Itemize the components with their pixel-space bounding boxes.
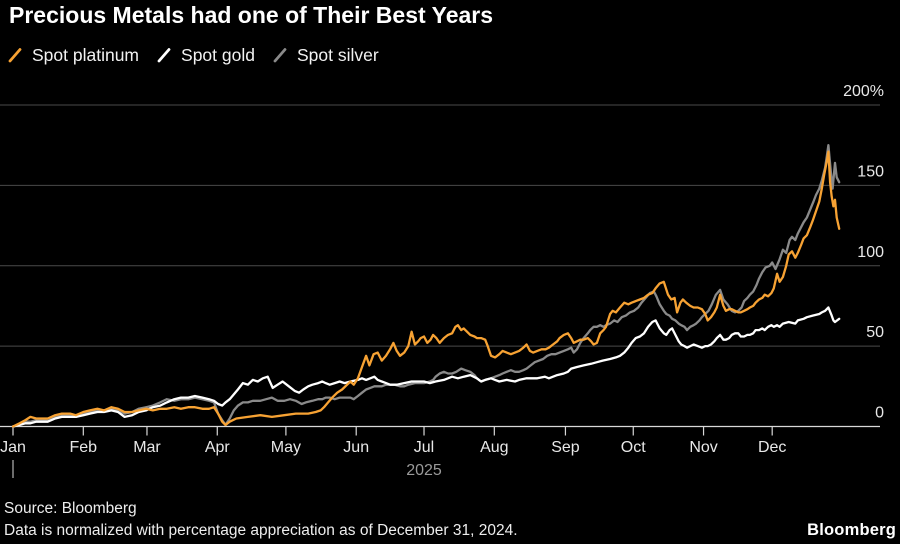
month-tick-label: Mar [133,439,161,456]
month-tick-label: Jan [0,439,26,456]
note-text: Data is normalized with percentage appre… [4,522,518,539]
month-tick-label: Apr [205,439,231,456]
month-tick-label: Oct [621,439,646,456]
y-axis-tick-label: 100 [857,244,884,261]
bloomberg-logo: Bloomberg [807,521,896,539]
month-tick-label: Aug [480,439,508,456]
year-label: 2025 [406,462,442,479]
gold-slash-icon [157,48,171,63]
y-axis-tick-label: 50 [866,324,884,341]
series-line-spot-platinum [11,150,841,428]
y-axis-tick-label: 0 [875,405,884,422]
month-tick-label: Dec [758,439,786,456]
series-line-spot-silver [11,144,841,428]
legend-label-silver: Spot silver [296,45,379,65]
chart-legend: Spot platinum Spot gold Spot silver [7,45,379,66]
series-line-spot-gold [11,306,841,428]
month-tick-label: Jun [343,439,369,456]
silver-slash-icon [273,48,287,63]
platinum-slash-icon [8,48,22,63]
page-title: Precious Metals had one of Their Best Ye… [9,2,494,28]
y-axis-tick-label: 150 [857,163,884,180]
legend-label-gold: Spot gold [181,45,255,65]
legend-item-silver: Spot silver [272,45,379,66]
y-axis-tick-label: 200% [843,83,884,100]
month-tick-label: May [271,439,301,456]
source-text: Source: Bloomberg [4,500,137,517]
month-tick-label: Jul [414,439,434,456]
legend-item-platinum: Spot platinum [7,45,139,66]
legend-label-platinum: Spot platinum [32,45,140,65]
legend-item-gold: Spot gold [156,45,255,66]
month-tick-label: Feb [70,439,98,456]
month-tick-label: Nov [689,439,717,456]
month-tick-label: Sep [551,439,580,456]
